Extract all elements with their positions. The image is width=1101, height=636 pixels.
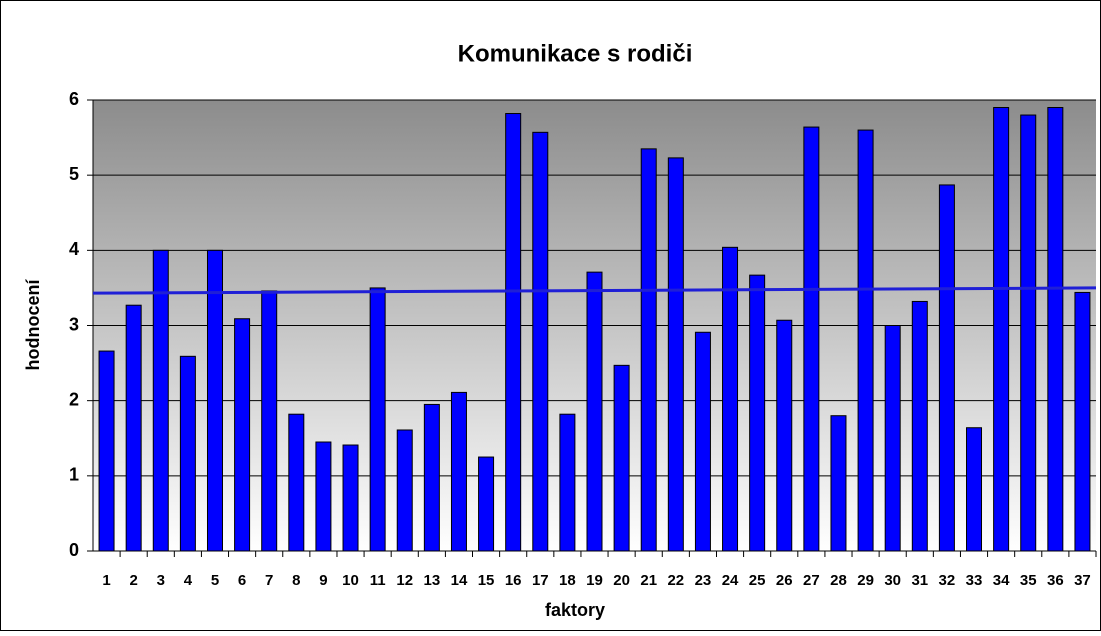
bar <box>884 325 901 552</box>
bar <box>830 415 847 552</box>
x-tick-label: 11 <box>370 572 386 589</box>
bar <box>613 364 630 552</box>
chart-title: Komunikace s rodiči <box>458 40 693 67</box>
x-tick-label: 27 <box>803 572 820 589</box>
y-tick-label: 6 <box>69 89 79 109</box>
bar <box>1047 107 1064 552</box>
x-tick-label: 22 <box>667 572 684 589</box>
bar <box>993 107 1010 552</box>
bar <box>125 304 142 552</box>
x-tick-label: 34 <box>993 572 1010 589</box>
bar <box>98 350 115 552</box>
x-tick-label: 20 <box>613 572 630 589</box>
x-tick-label: 21 <box>640 572 657 589</box>
bar <box>667 157 684 552</box>
x-tick-label: 29 <box>857 572 874 589</box>
x-tick-label: 28 <box>830 572 847 589</box>
bar <box>559 413 576 552</box>
x-tick-label: 10 <box>342 572 359 589</box>
x-tick-label: 18 <box>559 572 576 589</box>
trendline <box>92 286 1097 295</box>
bar <box>288 413 305 552</box>
x-tick-label: 31 <box>911 572 928 589</box>
x-tick-label: 3 <box>157 572 165 589</box>
x-tick-label: 7 <box>265 572 273 589</box>
x-tick-label: 32 <box>939 572 956 589</box>
bar <box>749 274 766 552</box>
y-tick-label: 5 <box>69 164 79 184</box>
y-tick-label: 4 <box>69 239 79 259</box>
y-tick-label: 3 <box>69 314 79 334</box>
bar <box>722 246 739 552</box>
bar <box>234 318 251 552</box>
bar <box>152 249 169 552</box>
x-tick-label: 4 <box>184 572 193 589</box>
bar <box>179 355 196 552</box>
x-axis-label: faktory <box>545 600 605 620</box>
x-tick-label: 25 <box>749 572 766 589</box>
bar <box>450 391 467 552</box>
x-tick-label: 30 <box>884 572 901 589</box>
x-tick-label: 15 <box>478 572 495 589</box>
bar <box>911 300 928 552</box>
x-tick-label: 6 <box>238 572 246 589</box>
bar <box>423 403 440 552</box>
x-tick-label: 13 <box>424 572 441 589</box>
bar <box>206 249 223 552</box>
x-tick-label: 16 <box>505 572 522 589</box>
y-tick-label: 0 <box>69 540 79 560</box>
bar <box>803 126 820 552</box>
bar <box>369 287 386 552</box>
x-tick-label: 36 <box>1047 572 1064 589</box>
x-tick-label: 19 <box>586 572 603 589</box>
x-tick-label: 2 <box>129 572 137 589</box>
x-tick-label: 33 <box>966 572 983 589</box>
x-tick-label: 17 <box>532 572 549 589</box>
bar <box>857 129 874 552</box>
x-tick-label: 12 <box>396 572 413 589</box>
x-tick-label: 8 <box>292 572 300 589</box>
x-tick-label: 24 <box>722 572 739 589</box>
x-tick-label: 5 <box>211 572 219 589</box>
bar <box>694 331 711 552</box>
x-tick-label: 23 <box>695 572 712 589</box>
x-tick-label: 14 <box>451 572 468 589</box>
bar <box>938 184 955 552</box>
bar <box>261 290 278 552</box>
bar <box>966 427 983 552</box>
x-tick-label: 26 <box>776 572 793 589</box>
x-tick-label: 35 <box>1020 572 1037 589</box>
bar <box>586 271 603 552</box>
bar <box>315 441 332 552</box>
bar <box>1074 291 1091 552</box>
x-tick-label: 1 <box>102 572 110 589</box>
bar <box>532 131 549 552</box>
x-tick-label: 37 <box>1074 572 1091 589</box>
bar <box>396 429 413 552</box>
bar <box>505 113 522 552</box>
x-tick-label: 9 <box>319 572 327 589</box>
bar <box>776 319 793 552</box>
y-tick-label: 2 <box>69 389 79 409</box>
y-tick-label: 1 <box>69 465 79 485</box>
bar <box>640 148 657 552</box>
bar <box>1020 114 1037 552</box>
y-axis-label: hodnocení <box>23 279 43 371</box>
bar <box>478 456 495 552</box>
bar <box>342 444 359 552</box>
